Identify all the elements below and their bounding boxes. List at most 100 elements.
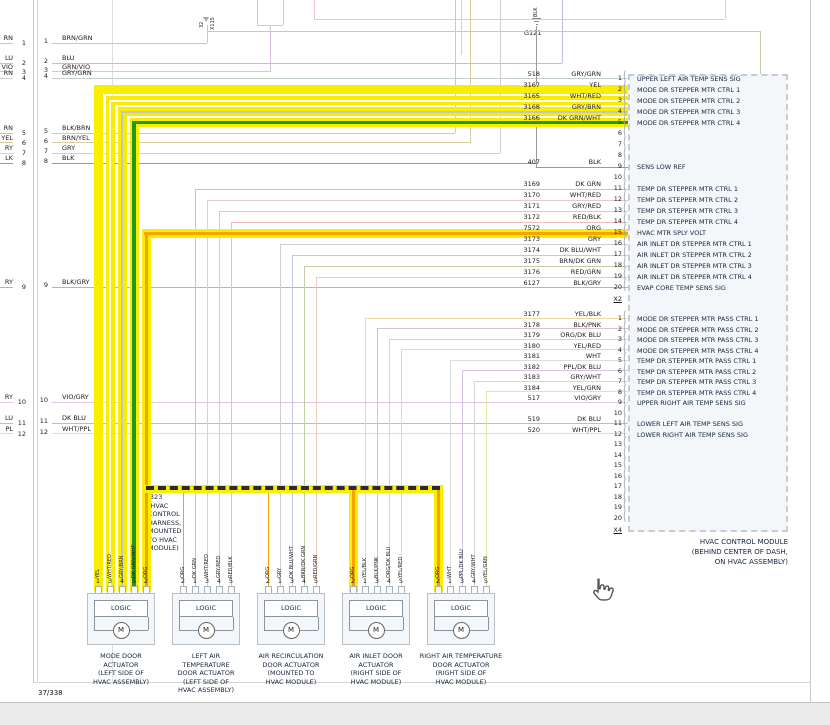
actuator-wire-pin-number: 5 (228, 577, 234, 585)
module-pin-number: 19 (613, 272, 622, 280)
left-wire-color-label: GRY (62, 144, 76, 152)
pin-bracket-icon: ( (623, 393, 627, 409)
wire-segment (52, 132, 455, 134)
wire-segment (460, 0, 462, 55)
module-pin-number: 20 (613, 283, 622, 291)
pin-bracket-icon: ( (623, 498, 627, 514)
wire-segment (52, 62, 562, 64)
pin-bracket-icon: ( (623, 509, 627, 524)
wire-segment (109, 99, 111, 592)
actuator-label: AIR INLET DOOR ACTUATOR (RIGHT SIDE OF HVAC… (326, 652, 426, 686)
wire-segment (93, 617, 95, 630)
margin-pin-number: 6 (21, 138, 26, 147)
circuit-number: 407 (527, 158, 540, 166)
ground-bar (534, 21, 539, 22)
left-pin-number: 11 (39, 417, 48, 425)
motor-symbol: M (367, 621, 385, 639)
margin-pin-number: 5 (21, 129, 26, 137)
signal-label: HVAC MTR SPLY VOLT (637, 229, 707, 237)
actuator-wire-pin-number: 3 (289, 577, 295, 585)
module-pin-number: 6 (617, 129, 622, 137)
circuit-number: 3174 (523, 246, 540, 254)
signal-label: LOWER LEFT AIR TEMP SENS SIG (637, 420, 743, 428)
wire-color-label: BLK/PNK (573, 320, 601, 329)
circuit-number: 3182 (523, 362, 540, 371)
traced-wire-segment (94, 85, 628, 94)
wire-segment (52, 77, 628, 79)
wire-segment (52, 152, 500, 154)
module-pin-number: 2 (617, 85, 622, 93)
circuit-number: 6127 (523, 279, 540, 287)
actuator-label-line: HVAC ASSEMBLY) (178, 686, 234, 694)
circuit-number: 3165 (523, 92, 540, 100)
module-pin-number: 16 (613, 471, 622, 480)
actuator-wire-color-label: GRY/WHT (470, 554, 477, 578)
wire-segment (52, 286, 628, 288)
left-pin-number: 1 (43, 37, 48, 45)
actuator-label-line: TEMPERATURE (182, 660, 230, 669)
actuator-wire-color-label: DK BLU/WHT (288, 546, 295, 578)
wire-segment (377, 328, 628, 329)
wire-segment (292, 254, 628, 256)
module-pin-number: 5 (617, 356, 622, 364)
pin-bracket-icon: ( (623, 351, 627, 367)
left-pin-number: 9 (43, 281, 48, 289)
pin-bracket-icon: ( (623, 69, 627, 85)
wire-segment (121, 110, 628, 113)
wire-color-label: DK GRN/WHT (557, 114, 601, 122)
margin-wire-color-label: RY (4, 144, 13, 152)
actuator-wire-pin-number: 4 (301, 577, 307, 585)
wire-segment (231, 221, 628, 223)
actuator-label-line: DOOR ACTUATOR (177, 669, 235, 677)
wire-segment (485, 391, 487, 592)
ground-wire-label: BLK (533, 7, 539, 18)
pin-bracket-icon: ( (623, 309, 627, 325)
page-number: 37/338 (38, 689, 63, 697)
module-pin-number: 1 (617, 314, 622, 322)
wire-color-label: GRY/BRN (571, 103, 601, 111)
wire-color-label: ORG (586, 224, 601, 232)
hand-cursor-icon (586, 575, 616, 607)
pin-bracket-icon: ( (623, 477, 627, 493)
logic-box: LOGIC (349, 600, 403, 617)
left-wire-color-label: GRY/GRN (62, 69, 92, 77)
circuit-number: 3171 (523, 202, 540, 210)
circuit-number: 520 (527, 425, 540, 434)
signal-label: UPPER LEFT AIR TEMP SENS SIG (637, 75, 741, 83)
wire-segment (230, 222, 232, 592)
module-pin-number: 8 (617, 387, 622, 396)
module-pin-number: 10 (613, 408, 622, 417)
wire-color-label: ORG/DK BLU (560, 331, 601, 339)
margin-wire-color-label: VIO (1, 62, 13, 71)
motor-symbol: M (282, 621, 300, 639)
wire-color-label: DK GRN (575, 180, 601, 188)
splice-note-line: J323 (148, 493, 163, 501)
traced-wire-segment (144, 232, 149, 592)
wire-segment (0, 286, 13, 288)
pin-bracket-icon: ( (623, 341, 627, 356)
left-pin-number: 2 (43, 57, 48, 65)
circuit-number: 3183 (523, 373, 540, 381)
wire-segment (206, 25, 208, 43)
circuit-number: 3180 (523, 341, 540, 350)
actuator-label-line: HVAC MODULE) (265, 677, 317, 686)
wire-segment (313, 0, 315, 19)
actuator-wire-color-label: DK GRN (191, 558, 198, 578)
wire-segment (52, 433, 628, 434)
pin-bracket-icon: ( (623, 446, 627, 461)
logic-box: LOGIC (179, 600, 233, 617)
module-pin-number: 16 (613, 239, 622, 247)
wire-segment (219, 210, 628, 212)
actuator-wire-pin-number: 4 (471, 577, 477, 585)
signal-label: TEMP DR STEPPER MTR CTRL 1 (637, 185, 739, 193)
actuator-wire-color-label: GRY/BRN (118, 555, 125, 578)
actuator-wire-pin-number: 1 (447, 577, 453, 585)
module-pin-number: 7 (617, 377, 622, 385)
traced-wire-segment (94, 85, 103, 592)
module-pin-number: 17 (613, 482, 622, 490)
margin-pin-number: 12 (17, 429, 26, 438)
actuator-wire-color-label: ORG (434, 566, 441, 578)
wire-segment (109, 99, 628, 102)
wire-segment (759, 31, 761, 74)
